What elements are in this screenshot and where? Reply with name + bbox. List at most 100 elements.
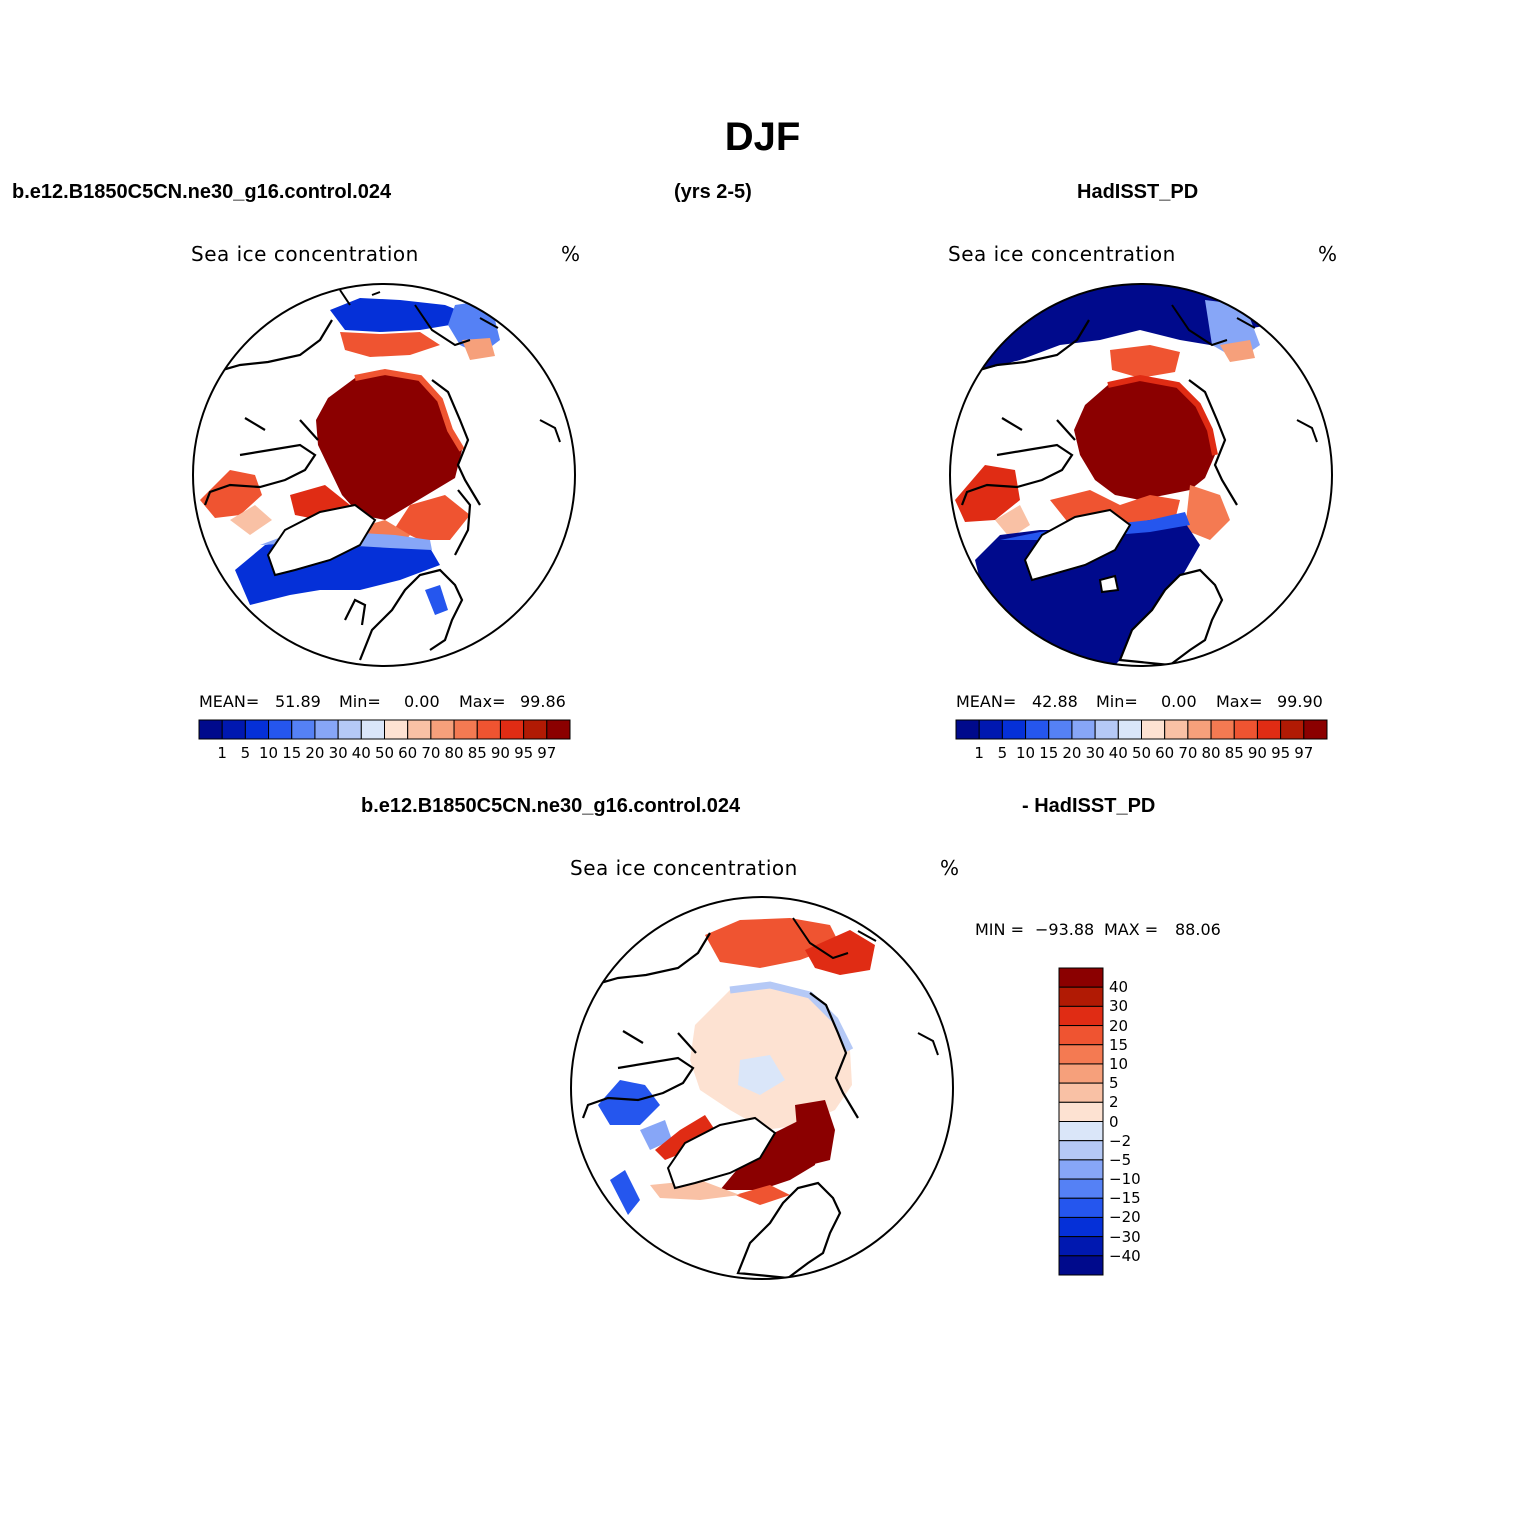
diff-min-value: −93.88 bbox=[1035, 920, 1095, 939]
obs-colorbar-swatch bbox=[1210, 719, 1235, 740]
model-baltic-blue bbox=[425, 585, 448, 615]
diff-nordic-orange bbox=[735, 1185, 790, 1205]
obs-colorbar-swatch bbox=[955, 719, 980, 740]
model-canada-coast bbox=[203, 319, 333, 506]
model-panel-units: % bbox=[561, 242, 581, 266]
model-colorbar-swatch bbox=[430, 719, 455, 740]
diff-central-blue-edge bbox=[729, 981, 854, 1052]
obs-colorbar-swatch bbox=[1256, 719, 1282, 740]
diff-greenland bbox=[666, 1116, 777, 1190]
obs-europe-land bbox=[1118, 568, 1224, 666]
diff-colorbar-swatch bbox=[1058, 1005, 1104, 1027]
model-colorbar-tick-label: 50 bbox=[374, 744, 395, 762]
obs-colorbar-tick-label: 1 bbox=[974, 744, 984, 762]
obs-central-ice bbox=[1074, 378, 1215, 500]
obs-colorbar-tick-label: 80 bbox=[1201, 744, 1221, 762]
diff-barents-red bbox=[795, 1100, 835, 1165]
obs-colorbar-swatch bbox=[1303, 719, 1328, 740]
diff-colorbar-swatch bbox=[1058, 1216, 1104, 1238]
model-colorbar-tick-label: 20 bbox=[305, 744, 325, 762]
obs-colorbar-swatch bbox=[1025, 719, 1050, 740]
obs-bering-ne-red bbox=[1220, 340, 1255, 362]
diff-west-blue-fringe bbox=[610, 1170, 640, 1215]
obs-min-label: Min= bbox=[1096, 692, 1138, 711]
obs-colorbar-swatch bbox=[1187, 719, 1212, 740]
obs-siberia-coast bbox=[1188, 379, 1238, 506]
obs-colorbar-swatch bbox=[1001, 719, 1027, 740]
diff-bering-red bbox=[805, 930, 875, 975]
model-ice-edge bbox=[354, 368, 465, 452]
diff-alaska-coast bbox=[792, 917, 939, 1056]
model-colorbar-tick-label: 15 bbox=[282, 744, 302, 762]
diff-colorbar-swatch bbox=[1058, 1236, 1104, 1257]
model-colorbar-tick-label: 10 bbox=[259, 744, 279, 762]
obs-colorbar-tick-label: 90 bbox=[1247, 744, 1267, 762]
diff-colorbar-swatch bbox=[1058, 1255, 1104, 1276]
obs-colorbar-swatch bbox=[1164, 719, 1189, 740]
obs-colorbar bbox=[955, 719, 1328, 740]
model-colorbar-tick-label: 40 bbox=[351, 744, 371, 762]
diff-nordic-red bbox=[720, 1120, 820, 1190]
model-colorbar-swatch bbox=[453, 719, 478, 740]
diff-panel-units: % bbox=[940, 856, 960, 880]
model-colorbar-swatch bbox=[268, 719, 293, 740]
obs-min-value: 0.00 bbox=[1161, 692, 1197, 711]
model-central-ice bbox=[316, 372, 462, 520]
model-colorbar-tick-label: 80 bbox=[444, 744, 464, 762]
obs-pacific-red bbox=[1110, 345, 1180, 378]
model-colorbar-tick-label: 60 bbox=[398, 744, 418, 762]
model-colorbar-tick-label: 85 bbox=[467, 744, 487, 762]
diff-colorbar-tick-label: −20 bbox=[1109, 1208, 1141, 1227]
model-colorbar-swatch bbox=[523, 719, 548, 740]
model-colorbar-tick-label: 5 bbox=[240, 744, 251, 762]
model-pacific-red-band bbox=[340, 332, 440, 357]
model-pacific-blue-band bbox=[330, 298, 470, 332]
model-min-value: 0.00 bbox=[404, 692, 440, 711]
diff-panel-title: Sea ice concentration bbox=[570, 856, 798, 880]
diff-obs-name-header: - HadISST_PD bbox=[1022, 795, 1156, 817]
diff-colorbar-tick-label: −40 bbox=[1109, 1246, 1141, 1265]
obs-panel-units: % bbox=[1318, 242, 1338, 266]
diff-colorbar-tick-label: 5 bbox=[1109, 1074, 1119, 1093]
model-europe-coast bbox=[344, 489, 472, 661]
model-colorbar-swatch bbox=[407, 719, 432, 740]
diff-colorbar-swatch bbox=[1058, 1101, 1104, 1122]
obs-colorbar-tick-label: 85 bbox=[1224, 744, 1244, 762]
obs-labrador-pale bbox=[995, 505, 1030, 538]
diff-map-border bbox=[570, 896, 954, 1280]
diff-colorbar-tick-label: −10 bbox=[1109, 1170, 1141, 1189]
obs-colorbar-tick-label: 30 bbox=[1085, 744, 1105, 762]
model-siberia-coast bbox=[431, 379, 481, 506]
obs-colorbar-tick-label: 97 bbox=[1294, 744, 1314, 762]
diff-colorbar-swatch bbox=[1058, 1159, 1104, 1180]
model-mean-label: MEAN= bbox=[199, 692, 260, 711]
model-labrador-pale bbox=[230, 505, 272, 535]
diff-colorbar-tick-label: −15 bbox=[1109, 1189, 1141, 1208]
model-panel-title: Sea ice concentration bbox=[191, 242, 419, 266]
diff-colorbar-tick-label: 2 bbox=[1109, 1093, 1119, 1112]
diff-colorbar-tick-label: 15 bbox=[1109, 1035, 1129, 1054]
diff-max-label: MAX = bbox=[1104, 920, 1159, 939]
obs-colorbar-swatch bbox=[1071, 719, 1096, 740]
obs-colorbar-swatch bbox=[1141, 719, 1166, 740]
obs-colorbar-tick-label: 5 bbox=[997, 744, 1008, 762]
model-colorbar-swatch bbox=[476, 719, 501, 740]
diff-labrador-blue bbox=[598, 1080, 660, 1125]
diff-greenland-red bbox=[655, 1115, 715, 1160]
diff-colorbar-tick-label: −30 bbox=[1109, 1227, 1141, 1246]
obs-max-label: Max= bbox=[1216, 692, 1263, 711]
obs-max-value: 99.90 bbox=[1277, 692, 1323, 711]
model-colorbar-swatch bbox=[546, 719, 571, 740]
diff-colorbar-tick-label: 10 bbox=[1109, 1054, 1129, 1073]
obs-ice-edge bbox=[1107, 374, 1218, 456]
obs-colorbar-swatch bbox=[1117, 719, 1142, 740]
obs-colorbar-swatch bbox=[1233, 719, 1258, 740]
model-max-label: Max= bbox=[459, 692, 506, 711]
model-colorbar-swatch bbox=[337, 719, 362, 740]
obs-colorbar-tick-label: 15 bbox=[1039, 744, 1059, 762]
obs-map bbox=[949, 283, 1333, 667]
model-colorbar-swatch bbox=[221, 719, 246, 740]
model-colorbar-swatch bbox=[499, 719, 525, 740]
diff-colorbar-swatch bbox=[1058, 1178, 1104, 1199]
obs-iceland bbox=[1098, 574, 1120, 594]
